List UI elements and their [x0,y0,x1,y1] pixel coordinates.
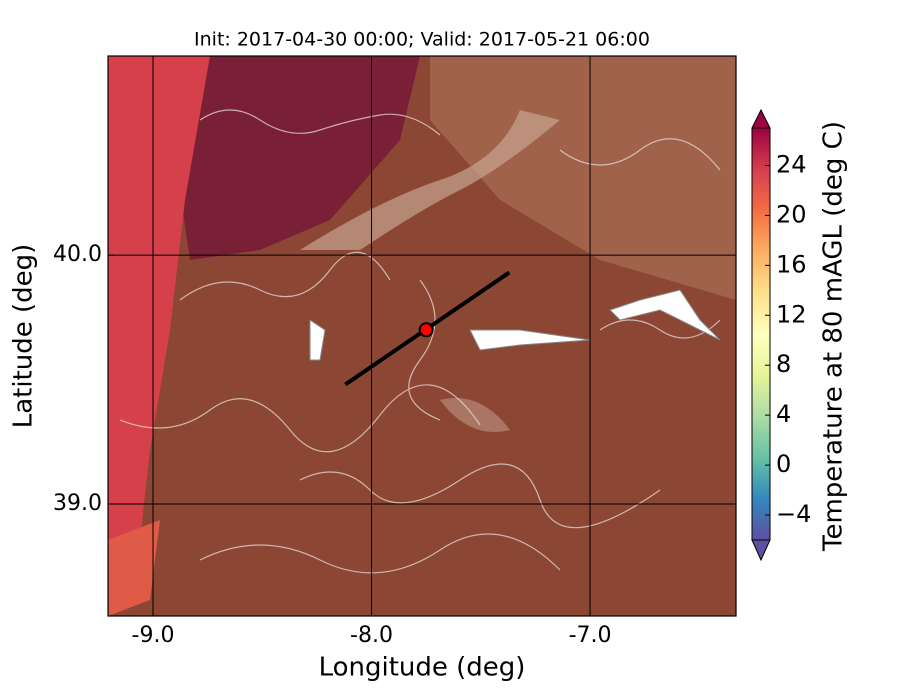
point-marker [418,322,434,338]
colorbar-tick-label: 12 [776,300,807,328]
y-tick-label: 39.0 [53,491,102,516]
x-tick-label: -7.0 [569,623,612,648]
x-axis-label: Longitude (deg) [319,653,526,683]
colorbar-tick-label: 24 [776,150,807,178]
grid [108,56,736,616]
colorbar-tick-label: 4 [776,400,791,428]
colorbar-tick-label: −4 [776,500,811,528]
colorbar-extend-top [751,108,771,129]
colorbar-tick-label: 20 [776,200,807,228]
overlay [344,270,511,387]
x-tick-label: -8.0 [350,623,393,648]
colorbar-tick-label: 16 [776,250,807,278]
y-axis-label: Latitude (deg) [9,244,39,429]
y-tick-label: 40.0 [53,242,102,267]
plot-frame [107,55,737,617]
chart-title: Init: 2017-04-30 00:00; Valid: 2017-05-2… [194,29,650,51]
colorbar-body [751,127,771,541]
x-tick-label: -9.0 [132,623,175,648]
colorbar-tick-label: 0 [776,450,791,478]
terrain [108,56,736,616]
colorbar-tick-label: 8 [776,350,791,378]
colorbar-extend-bottom [751,539,771,562]
colorbar-label: Temperature at 80 mAGL (deg C) [819,121,849,552]
colorbar: −4 0 4 8 12 16 20 24 [751,108,811,562]
